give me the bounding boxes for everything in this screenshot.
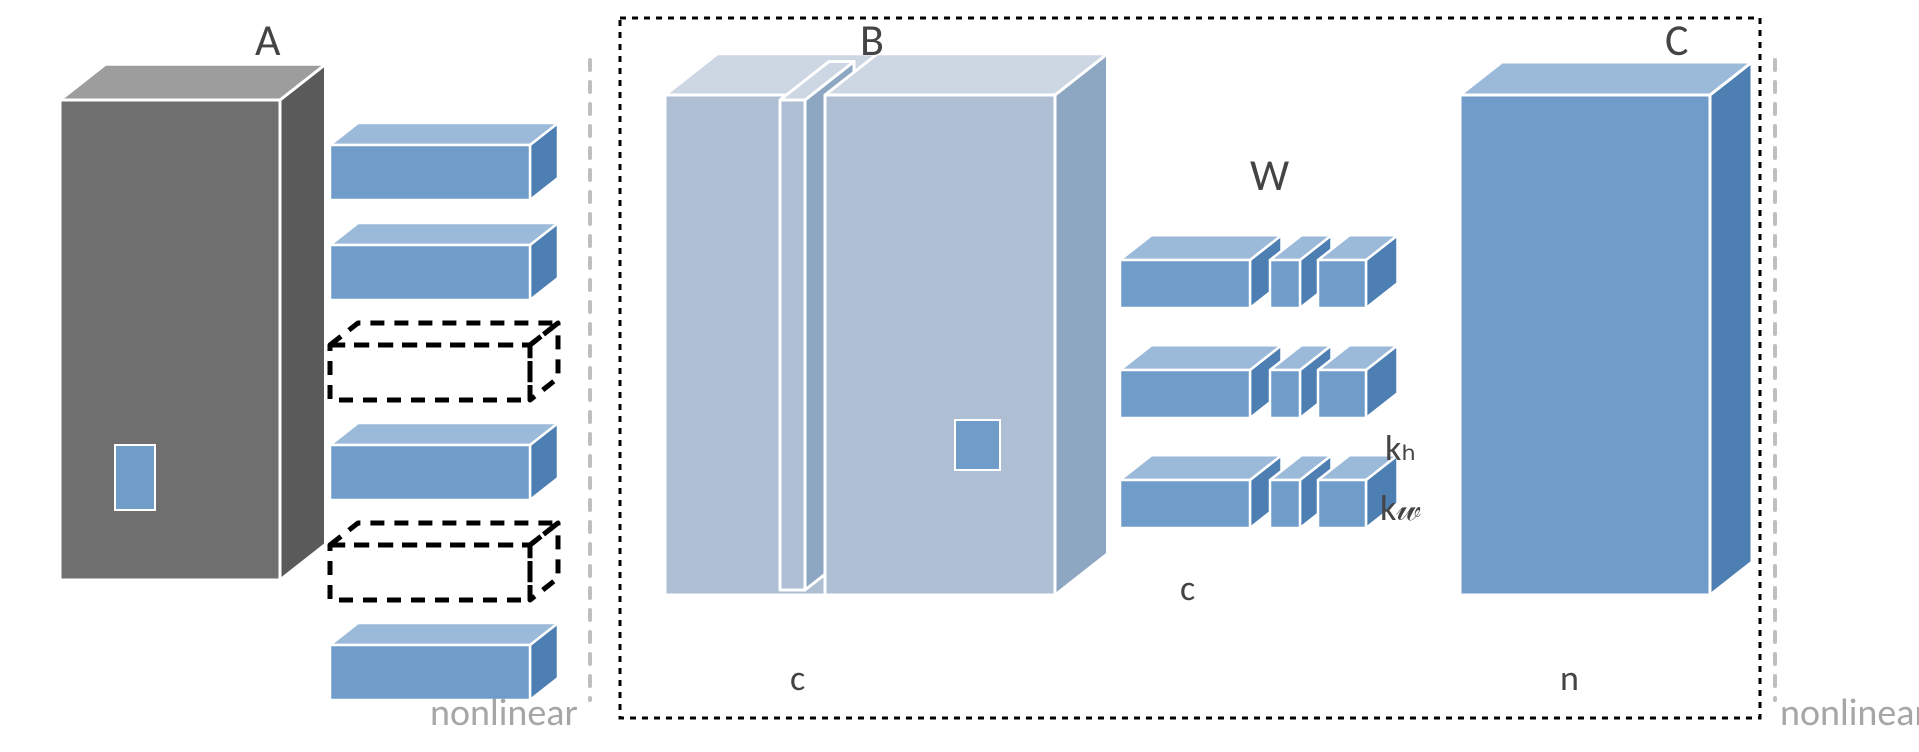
label-A: A xyxy=(255,13,281,67)
filter-A-3 xyxy=(330,423,558,500)
label-B: B xyxy=(860,13,884,67)
filter-A-1 xyxy=(330,223,558,300)
receptive-patch xyxy=(955,420,1000,470)
label-nonlinear-2: nonlinear xyxy=(1780,690,1919,736)
feature-slab-B-2 xyxy=(825,54,1108,595)
label-C: C xyxy=(1665,13,1688,67)
input-slab-A xyxy=(60,64,326,580)
label-nonlinear-1: nonlinear xyxy=(430,690,578,736)
label-W: W xyxy=(1250,148,1289,202)
label-c-left: c xyxy=(790,656,805,700)
filter-A-2-dashed xyxy=(330,323,558,400)
receptive-patch xyxy=(115,445,155,510)
output-slab-C xyxy=(1460,62,1752,595)
kernel-W-r0-p0 xyxy=(1120,235,1282,308)
filter-A-4-dashed xyxy=(330,523,558,600)
label-kh: kₕ xyxy=(1385,426,1416,470)
filter-A-5 xyxy=(330,623,558,700)
label-n: n xyxy=(1560,656,1579,700)
kernel-W-r1-p0 xyxy=(1120,345,1282,418)
kernel-W-r2-p0 xyxy=(1120,455,1282,528)
label-kw: k𝓌 xyxy=(1380,486,1421,530)
diagram-root: A B C Wc c n kₕ k𝓌 nonlinear nonlinear xyxy=(0,0,1919,752)
label-c-right: c xyxy=(1180,566,1195,610)
filter-A-0 xyxy=(330,123,558,200)
